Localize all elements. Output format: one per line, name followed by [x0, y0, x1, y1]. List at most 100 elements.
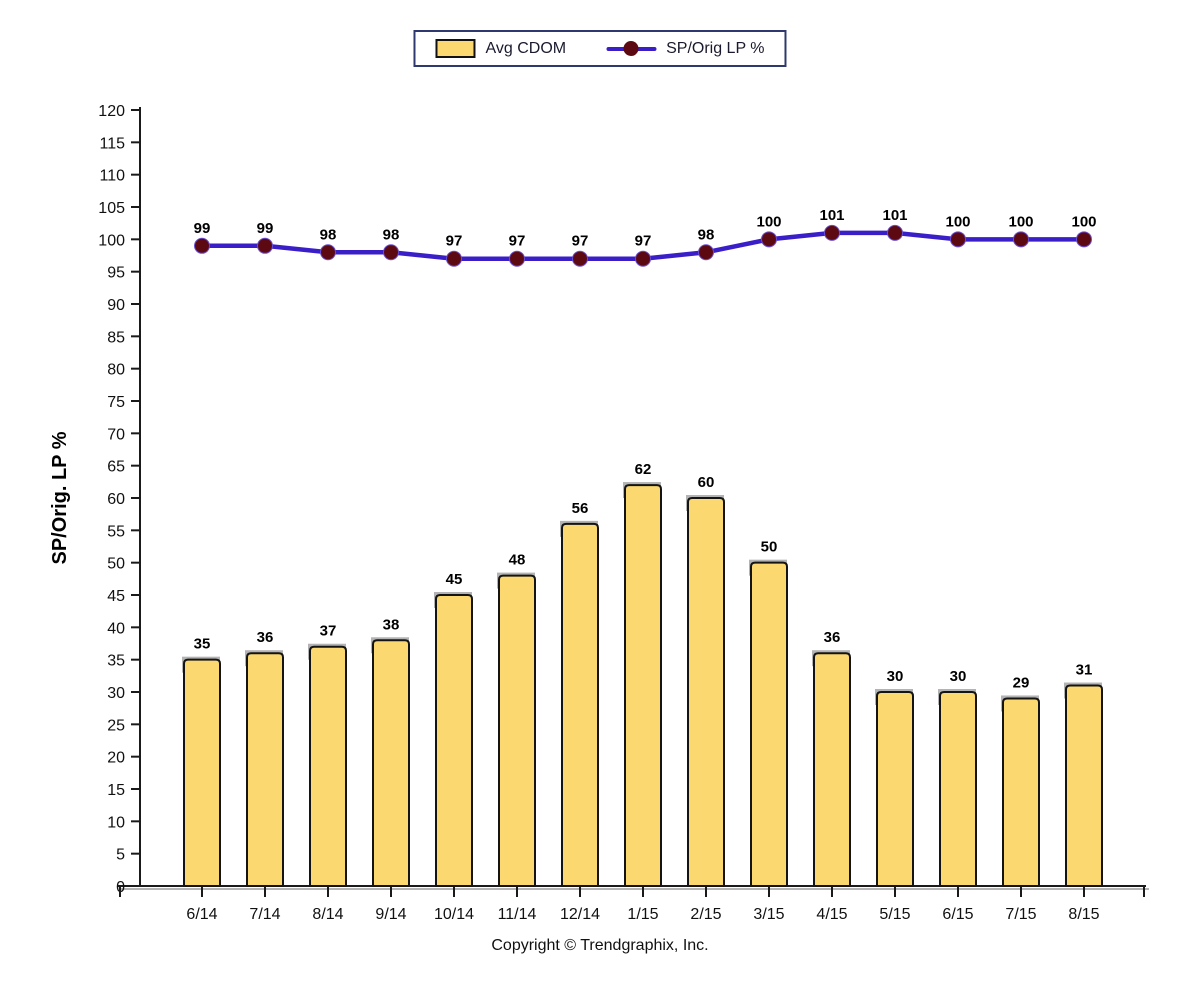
- line-value-label: 99: [194, 220, 211, 237]
- bar-value-label: 50: [761, 539, 778, 556]
- x-axis-label: 1/15: [627, 906, 658, 923]
- legend-label: Avg CDOM: [485, 39, 567, 57]
- bar: [309, 645, 347, 887]
- y-axis-tick-label: 40: [107, 620, 125, 637]
- bar: [561, 522, 599, 887]
- line-marker: [698, 244, 714, 261]
- y-axis-tick-label: 15: [107, 782, 125, 799]
- bar: [435, 594, 473, 887]
- y-axis-tick-label: 95: [107, 265, 125, 282]
- y-axis-tick-label: 110: [99, 168, 125, 185]
- bar: [183, 658, 221, 887]
- x-axis-label: 4/15: [816, 906, 847, 923]
- bar-value-label: 37: [320, 623, 337, 640]
- y-axis-title: SP/Orig. LP %: [49, 431, 71, 564]
- copyright-text: Copyright © Trendgraphix, Inc.: [491, 937, 709, 954]
- line-marker: [194, 237, 210, 254]
- line-value-label: 98: [320, 226, 337, 243]
- x-axis-label: 12/14: [560, 906, 600, 923]
- y-axis-tick-label: 80: [107, 362, 125, 379]
- line-value-label: 100: [945, 213, 970, 230]
- x-axis-label: 7/15: [1005, 906, 1036, 923]
- legend: Avg CDOM SP/Orig LP %: [413, 30, 787, 67]
- line-value-label: 97: [572, 233, 589, 250]
- y-axis-tick-label: 70: [107, 426, 125, 443]
- line-marker: [320, 244, 336, 261]
- line-marker: [1076, 231, 1092, 248]
- bar: [498, 574, 536, 887]
- y-axis-tick-label: 20: [107, 750, 125, 767]
- y-axis-tick-label: 45: [107, 588, 125, 605]
- y-axis-tick-label: 60: [107, 491, 125, 508]
- line-marker: [635, 250, 651, 267]
- x-axis-label: 11/14: [498, 906, 537, 923]
- bar: [939, 691, 977, 887]
- y-axis-tick-label: 5: [116, 847, 125, 864]
- y-axis-tick-label: 105: [98, 200, 125, 217]
- bar-value-label: 48: [509, 552, 526, 569]
- bar: [1002, 697, 1040, 887]
- y-axis-tick-label: 100: [98, 232, 125, 249]
- line-value-label: 100: [1071, 213, 1096, 230]
- line-marker: [446, 250, 462, 267]
- bar-value-label: 30: [887, 668, 904, 685]
- y-axis-tick-label: 35: [107, 653, 125, 670]
- bar-value-label: 30: [950, 668, 967, 685]
- bar-value-label: 35: [194, 636, 211, 653]
- legend-label: SP/Orig LP %: [666, 39, 765, 57]
- y-axis-tick-label: 10: [107, 814, 125, 831]
- line-marker: [761, 231, 777, 248]
- y-axis-tick-label: 25: [107, 717, 125, 734]
- bar-value-label: 29: [1013, 674, 1030, 691]
- line-value-label: 100: [756, 213, 781, 230]
- x-axis-label: 8/15: [1068, 906, 1099, 923]
- line-marker: [1013, 231, 1029, 248]
- x-axis-label: 8/14: [312, 906, 343, 923]
- x-axis-label: 9/14: [375, 906, 406, 923]
- bar-value-label: 60: [698, 474, 715, 491]
- line-value-label: 97: [509, 233, 526, 250]
- x-axis-label: 3/15: [753, 906, 784, 923]
- line-value-label: 101: [882, 207, 907, 224]
- line-value-label: 99: [257, 220, 274, 237]
- y-axis-tick-label: 90: [107, 297, 125, 314]
- y-axis-tick-label: 120: [98, 103, 125, 120]
- y-axis-tick-label: 65: [107, 459, 125, 476]
- y-axis-tick-label: 85: [107, 329, 125, 346]
- bar: [1065, 684, 1103, 887]
- line-marker: [257, 237, 273, 254]
- y-axis-tick-label: 30: [107, 685, 125, 702]
- x-axis-label: 6/14: [186, 906, 217, 923]
- line-marker: [572, 250, 588, 267]
- line-marker: [824, 224, 840, 241]
- line-value-label: 97: [446, 233, 463, 250]
- bar: [624, 484, 662, 887]
- line-value-label: 101: [819, 207, 844, 224]
- y-axis-tick-label: 75: [107, 394, 125, 411]
- line-value-label: 98: [698, 226, 715, 243]
- legend-item-sp-orig-lp: SP/Orig LP %: [606, 39, 765, 58]
- bar-value-label: 56: [572, 500, 589, 517]
- y-axis-tick-label: 115: [99, 135, 125, 152]
- x-axis-label: 7/14: [249, 906, 280, 923]
- x-axis-label: 10/14: [434, 906, 474, 923]
- bar: [813, 652, 851, 887]
- line-value-label: 97: [635, 233, 652, 250]
- legend-item-avg-cdom: Avg CDOM: [435, 39, 566, 58]
- bar-value-label: 38: [383, 616, 400, 633]
- x-axis-label: 2/15: [690, 906, 721, 923]
- bar: [372, 639, 410, 887]
- bar: [750, 561, 788, 887]
- bar-value-label: 62: [635, 461, 652, 478]
- line-marker: [887, 224, 903, 241]
- bar: [246, 652, 284, 887]
- line-marker: [950, 231, 966, 248]
- x-axis-label: 6/15: [942, 906, 973, 923]
- bar: [876, 691, 914, 887]
- line-marker: [383, 244, 399, 261]
- bar-swatch-icon: [435, 39, 476, 58]
- bar-value-label: 36: [257, 629, 274, 646]
- line-value-label: 100: [1008, 213, 1033, 230]
- bar-value-label: 45: [446, 571, 463, 588]
- marker-dot-icon: [623, 40, 639, 56]
